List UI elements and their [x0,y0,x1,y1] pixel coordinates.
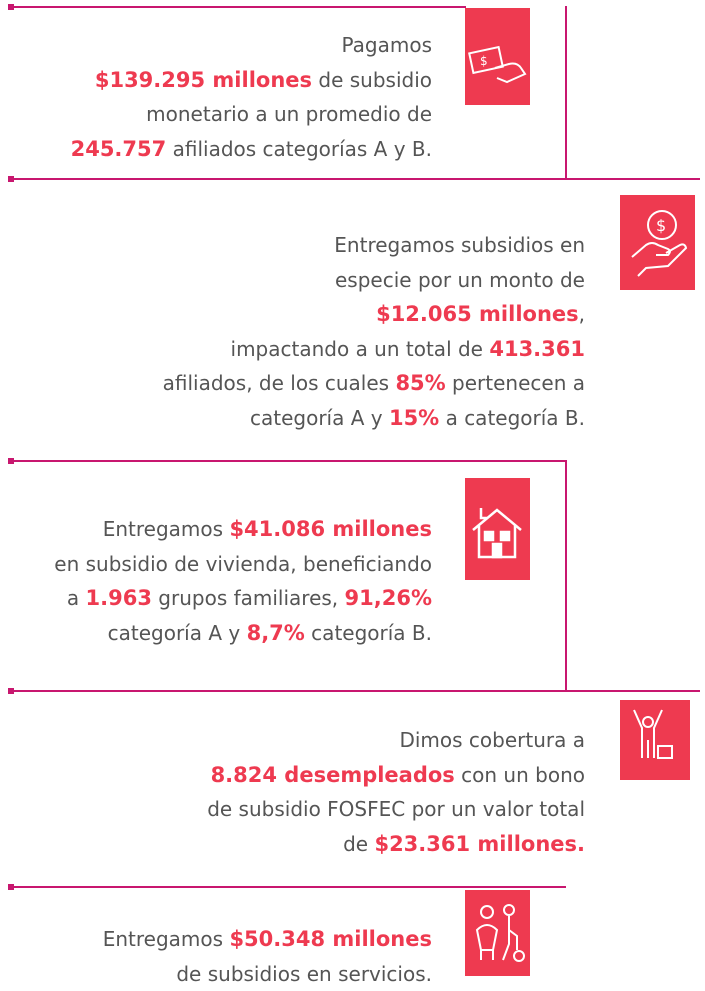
text-block: Entregamos $41.086 millones en subsidio d… [54,512,432,650]
text-line: de subsidios en servicios. [103,957,432,991]
text-line: en subsidio de vivienda, beneficiando [54,547,432,582]
icon-family [465,890,530,976]
rule [10,886,566,888]
text-line: categoría A y 8,7% categoría B. [54,616,432,651]
text: grupos familiares, [151,586,345,610]
highlight: 8,7% [246,620,305,645]
rule [10,690,700,692]
text: a [66,586,86,610]
text: Dimos cobertura a [399,728,585,752]
text-line: $139.295 millones de subsidio [71,63,432,98]
text-block: Dimos cobertura a 8.824 desempleados con … [207,723,585,861]
text-line: afiliados, de los cuales 85% pertenecen … [163,366,585,401]
text: de subsidio [312,67,432,92]
text: de subsidio FOSFEC por un valor total [207,797,585,821]
rule [10,178,700,180]
text: afiliados, de los cuales [162,371,396,395]
text-line: a 1.963 grupos familiares, 91,26% [54,581,432,616]
text-line: de $23.361 millones. [207,827,585,862]
text-line: Entregamos $50.348 millones [103,922,432,957]
highlight: $41.086 millones [229,517,432,541]
svg-text:$: $ [480,54,488,68]
text: a categoría B. [439,405,585,430]
text: impactando a un total de [230,336,490,361]
highlight: $50.348 millones [229,927,432,951]
text-line: especie por un monto de [163,263,585,298]
text-line: Pagamos [71,28,432,63]
rule [565,6,567,179]
text-line: impactando a un total de 413.361 [163,332,585,367]
rule-dot [8,884,14,890]
highlight: 245.757 [70,136,167,161]
rule-dot [8,4,14,10]
rule [10,460,566,462]
icon-money-hand: $ [465,8,530,105]
text-line: Entregamos $41.086 millones [54,512,432,547]
text: categoría B. [304,620,432,645]
text-line: de subsidio FOSFEC por un valor total [207,792,585,827]
text: , [578,302,585,326]
text: de [343,831,375,856]
icon-coin-hand: $ [620,195,695,290]
text: de subsidios en servicios. [176,961,432,986]
text: Entregamos [102,517,230,541]
highlight: $139.295 millones [94,67,313,92]
text: especie por un monto de [335,267,585,292]
text-line: Entregamos subsidios en [163,228,585,263]
icon-house [465,478,530,580]
text: categoría A y [249,405,389,430]
text: Entregamos [102,927,230,951]
highlight: 15% [388,405,440,430]
highlight: 8.824 desempleados [210,762,455,787]
text: monetario a un promedio de [146,102,432,126]
text-line: 8.824 desempleados con un bono [207,758,585,793]
rule [10,6,466,8]
icon-person-briefcase [620,700,690,780]
text-line: $12.065 millones, [163,297,585,332]
text: Entregamos subsidios en [334,233,585,257]
rule-dot [8,176,14,182]
text-block: Entregamos subsidios en especie por un mo… [163,228,585,435]
text: categoría A y [107,620,247,645]
text-block: Pagamos $139.295 millones de subsidio mone… [71,28,432,166]
rule-dot [8,458,14,464]
text-line: categoría A y 15% a categoría B. [163,401,585,436]
highlight: 1.963 [85,586,152,610]
highlight: 413.361 [489,336,585,361]
text: afiliados categorías A y B. [166,136,432,161]
text: con un bono [454,762,585,787]
text: en subsidio de vivienda, beneficiando [54,551,432,576]
highlight: $23.361 millones. [374,831,585,856]
rule-dot [8,688,14,694]
text-block: Entregamos $50.348 millones de subsidios … [103,922,432,991]
text: Pagamos [341,33,432,57]
highlight: 85% [395,371,446,395]
text-line: Dimos cobertura a [207,723,585,758]
text-line: monetario a un promedio de [71,97,432,132]
rule [565,460,567,691]
text: pertenecen a [445,371,585,395]
text-line: 245.757 afiliados categorías A y B. [71,132,432,167]
highlight: 91,26% [344,586,432,610]
highlight: $12.065 millones [376,302,579,326]
svg-text:$: $ [656,216,666,235]
